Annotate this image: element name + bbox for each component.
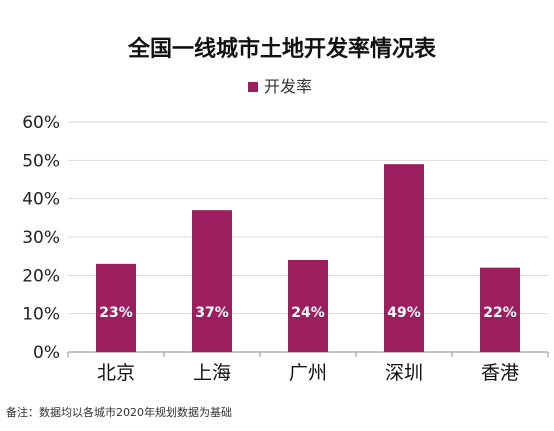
bar-4 [480, 267, 520, 352]
x-tick-label: 深圳 [385, 362, 423, 384]
y-tick-label: 20% [22, 266, 60, 286]
x-tick-label: 北京 [97, 362, 135, 384]
x-axis: 北京 上海 广州 深圳 香港 [67, 352, 549, 384]
footnote: 备注：数据均以各城市2020年规划数据为基础 [6, 406, 232, 419]
data-label: 49% [387, 305, 421, 321]
legend: 开发率 [248, 77, 312, 96]
x-tick-label: 广州 [289, 362, 327, 384]
bar-2 [288, 260, 328, 352]
x-tick-label: 香港 [481, 362, 519, 384]
bar-1 [192, 210, 232, 352]
data-label: 22% [483, 305, 517, 321]
legend-swatch [248, 82, 258, 92]
y-tick-label: 30% [22, 228, 60, 248]
data-label: 23% [99, 305, 133, 321]
bars: 23% 37% 24% 49% 22% [96, 164, 520, 352]
y-tick-label: 0% [33, 343, 60, 363]
x-tick-label: 上海 [193, 362, 231, 384]
y-tick-label: 50% [22, 151, 60, 171]
bar-3 [384, 164, 424, 352]
y-tick-label: 10% [22, 305, 60, 325]
y-tick-label: 40% [22, 190, 60, 210]
data-label: 37% [195, 305, 229, 321]
chart-title: 全国一线城市土地开发率情况表 [127, 36, 437, 62]
y-tick-label: 60% [22, 113, 60, 133]
bar-0 [96, 263, 136, 352]
data-label: 24% [291, 305, 325, 321]
gridlines [68, 121, 548, 315]
legend-label: 开发率 [264, 77, 312, 96]
